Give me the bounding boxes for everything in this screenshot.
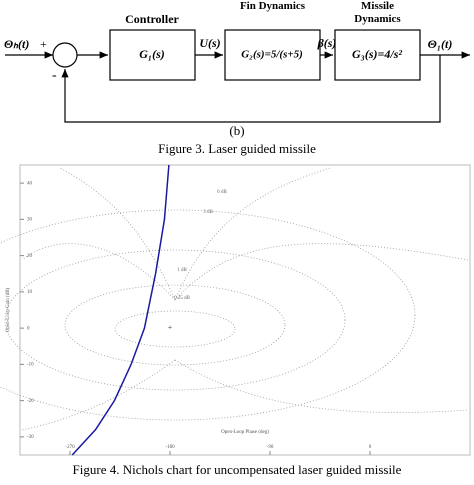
subfigure-label: (b) <box>229 123 244 138</box>
feedback-path <box>61 55 441 123</box>
grid-curve <box>21 167 469 431</box>
block-title: Fin Dynamics <box>239 0 306 12</box>
grid-curve <box>4 249 346 391</box>
block <box>109 29 196 81</box>
x-tick-label: -90 <box>267 445 274 450</box>
signal-label: U(s) <box>199 36 220 50</box>
y-tick-label: -20 <box>27 399 34 404</box>
block-title: Missile Dynamics <box>354 0 401 25</box>
x-tick-label: 0 <box>369 445 372 450</box>
y-tick-label: -30 <box>27 435 34 440</box>
x-tick-label: -270 <box>65 445 75 450</box>
y-axis-label: Open-Loop Gain (dB) <box>6 287 11 332</box>
grid-curve <box>114 310 236 348</box>
y-tick-label: 10 <box>27 290 33 295</box>
caption: Figure 4. Nichols chart for uncompensate… <box>73 462 402 477</box>
block-diagram: Θₕ(t) + - Controller G₁(s) Fin Dynamics … <box>4 0 470 123</box>
nichols-chart: 40 30 20 10 0 -10 -20 -30 -270 -180 -90 0 Open-Loop … <box>0 164 471 456</box>
x-axis-label: Open-Loop Phase (deg) <box>221 430 269 435</box>
y-tick-label: 0 <box>27 326 30 331</box>
output-label: Θ₁(t) <box>428 37 453 51</box>
grid-label: 3 dB <box>203 210 213 215</box>
plus-sign: + <box>40 37 47 51</box>
input-label: Θₕ(t) <box>4 37 29 51</box>
x-tick-label: -180 <box>165 445 175 450</box>
grid-label: 0.25 dB <box>174 296 191 301</box>
block-label: G₁(s) <box>139 47 165 61</box>
y-tick-label: 40 <box>27 181 33 186</box>
y-tick-label: 20 <box>27 254 33 259</box>
caption: Figure 3. Laser guided missile <box>158 141 316 156</box>
y-tick-label: 30 <box>27 218 33 223</box>
minus-sign: - <box>52 68 57 83</box>
block <box>334 29 421 81</box>
grid-curve <box>64 284 286 366</box>
block-title-box: Fin Dynamics <box>239 0 306 12</box>
summing-junction <box>52 42 78 68</box>
block-label: G₃(s)=4/s² <box>352 47 402 61</box>
block-label: G₂(s)=5/(s+5) <box>241 49 303 61</box>
signal-label: β(s) <box>317 36 337 50</box>
block <box>224 29 321 81</box>
plot-frame <box>19 164 471 456</box>
y-tick-label: -10 <box>27 363 34 368</box>
grid-curve <box>0 209 416 421</box>
block-title: Controller <box>125 12 179 26</box>
line <box>71 164 170 456</box>
critical-point: + <box>168 323 173 332</box>
block-title-box: Missile Dynamics <box>354 0 401 25</box>
grid-label: 6 dB <box>217 190 227 195</box>
grid-label: 1 dB <box>177 268 187 273</box>
nichols-grid <box>0 167 469 431</box>
